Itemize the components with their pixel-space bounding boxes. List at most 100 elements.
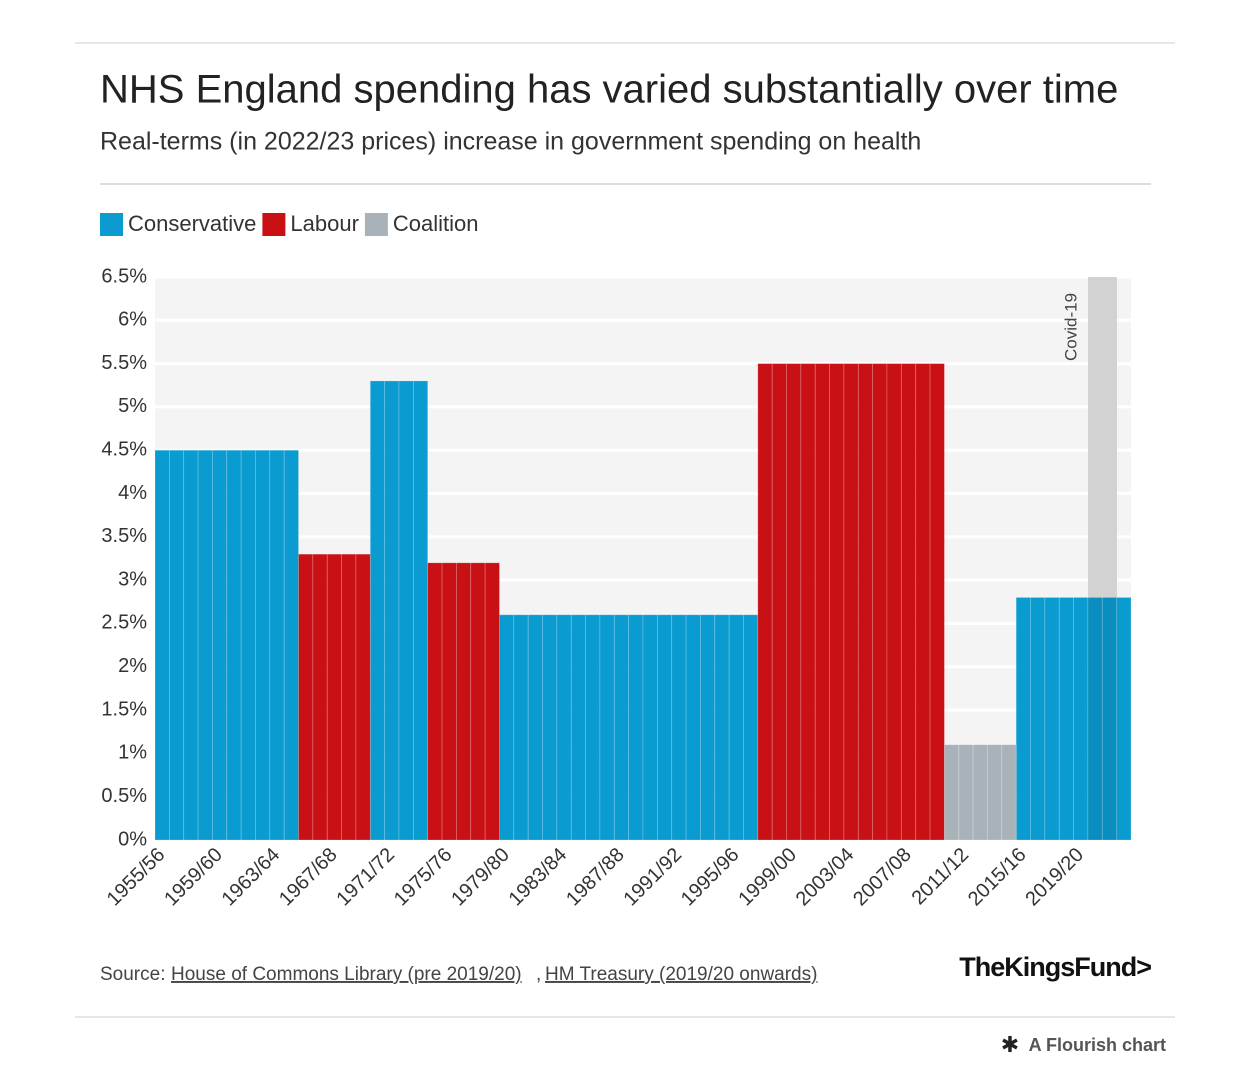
bar <box>1116 597 1132 841</box>
legend-label: Conservative <box>128 211 256 236</box>
bar <box>1030 597 1046 841</box>
bar <box>757 363 773 841</box>
x-tick-label: 1967/68 <box>275 844 342 911</box>
y-tick-label: 0.5% <box>101 785 147 807</box>
bar <box>585 614 601 841</box>
bar <box>857 363 874 841</box>
bar <box>886 363 902 841</box>
source-link[interactable]: HM Treasury (2019/20 onwards) <box>545 964 817 985</box>
x-tick-label: 1955/56 <box>103 844 170 911</box>
bar <box>958 744 974 841</box>
bar <box>427 562 443 841</box>
x-tick-label: 1959/60 <box>160 844 227 911</box>
bar <box>814 363 830 841</box>
y-tick-label: 4.5% <box>101 439 147 461</box>
x-tick-label: 1975/76 <box>390 844 457 911</box>
bar <box>240 449 256 841</box>
x-tick-label: 1979/80 <box>447 844 514 911</box>
bar <box>570 614 586 841</box>
bar <box>212 449 228 841</box>
bar <box>441 562 457 841</box>
bar <box>628 614 644 841</box>
credit[interactable]: A Flourish chart <box>1029 1035 1166 1055</box>
x-tick-label: 1999/00 <box>734 844 801 911</box>
bars <box>154 363 1132 841</box>
bar <box>800 363 816 841</box>
bar <box>915 363 931 841</box>
x-tick-label: 2007/08 <box>849 844 916 911</box>
y-tick-label: 1% <box>118 742 147 764</box>
bar <box>412 380 429 841</box>
legend-swatch <box>100 213 123 236</box>
bar <box>599 614 615 841</box>
bar <box>1101 597 1118 841</box>
y-tick-label: 3% <box>118 568 147 590</box>
legend-swatch <box>364 213 388 236</box>
bar <box>154 449 170 841</box>
bar <box>656 614 673 841</box>
bar <box>685 614 701 841</box>
bar <box>484 562 500 841</box>
bar <box>700 614 716 841</box>
bar <box>470 562 486 841</box>
bar <box>843 363 859 841</box>
x-tick-label: 2019/20 <box>1021 844 1088 911</box>
bar <box>269 449 285 841</box>
bar <box>456 562 472 841</box>
legend-label: Labour <box>290 211 359 236</box>
bar <box>728 614 744 841</box>
x-tick-label: 2015/16 <box>964 844 1031 911</box>
legend-label: Coalition <box>393 211 479 236</box>
source-separator: , <box>536 964 541 985</box>
x-tick-label: 1971/72 <box>332 844 399 911</box>
bar <box>771 363 787 841</box>
x-tick-label: 2003/04 <box>792 844 859 911</box>
y-tick-label: 1.5% <box>101 698 147 720</box>
bar <box>642 614 658 841</box>
x-tick-label: 1995/96 <box>677 844 744 911</box>
bar <box>283 449 299 841</box>
bar <box>1015 597 1031 841</box>
source-prefix: Source: <box>100 964 165 985</box>
bar <box>542 614 558 841</box>
bar <box>1001 744 1017 841</box>
bar <box>786 363 802 841</box>
bar <box>183 449 199 841</box>
y-tick-label: 3.5% <box>101 525 147 547</box>
bar <box>326 553 342 841</box>
logo: TheKingsFund> <box>959 952 1151 982</box>
bar <box>298 553 314 841</box>
bar <box>384 380 400 841</box>
bar <box>671 614 687 841</box>
bar <box>1058 597 1074 841</box>
bar <box>829 363 845 841</box>
bar <box>1073 597 1089 841</box>
bar <box>556 614 572 841</box>
bar <box>369 380 386 841</box>
bar <box>944 744 960 841</box>
bar <box>1087 597 1103 841</box>
chart-title: NHS England spending has varied substant… <box>100 68 1118 112</box>
bar <box>1044 597 1060 841</box>
y-tick-label: 4% <box>118 482 147 504</box>
legend-swatch <box>262 213 286 236</box>
y-tick-label: 2.5% <box>101 612 147 634</box>
bar <box>499 614 515 841</box>
source-link[interactable]: House of Commons Library (pre 2019/20) <box>171 964 522 985</box>
bar <box>341 553 357 841</box>
bar <box>355 553 371 841</box>
y-tick-label: 2% <box>118 655 147 677</box>
y-tick-label: 6% <box>118 309 147 331</box>
bar <box>987 744 1003 841</box>
bar <box>255 449 271 841</box>
y-tick-label: 6.5% <box>101 265 147 287</box>
bar <box>398 380 414 841</box>
bar <box>900 363 917 841</box>
x-tick-label: 1963/64 <box>218 844 285 911</box>
y-tick-label: 5% <box>118 395 147 417</box>
bar <box>613 614 630 841</box>
bar <box>197 449 213 841</box>
bar <box>929 363 945 841</box>
legend: Conservative Labour Coalition <box>100 211 479 236</box>
